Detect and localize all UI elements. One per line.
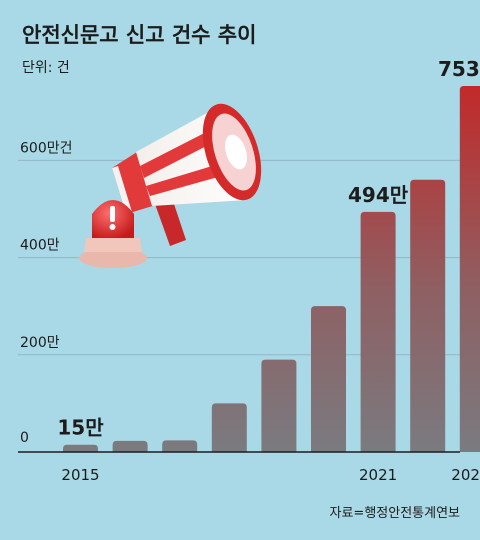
x-axis-ticks: 2015 2021 2023년: [61, 466, 480, 484]
data-label: 15만: [57, 416, 104, 440]
siren-icon: [79, 200, 147, 268]
bar-2018: [211, 403, 247, 452]
y-tick-label: 600만건: [20, 140, 72, 156]
data-labels: 15만 494만 753만건: [57, 57, 480, 440]
bar-2021: [360, 211, 396, 452]
y-tick-label: 200만: [20, 335, 60, 351]
bar-2016: [112, 440, 148, 452]
x-tick-label: 2021: [359, 466, 397, 484]
data-label: 753만건: [438, 57, 480, 81]
y-tick-label: 400만: [20, 238, 60, 254]
unit-label: 단위: 건: [22, 60, 70, 76]
bar-2017: [162, 440, 198, 452]
bar-2020: [311, 306, 346, 452]
x-tick-label: 2023년: [451, 466, 480, 484]
x-tick-label: 2015: [61, 466, 99, 484]
bar-2015: [63, 444, 98, 452]
data-label: 494만: [348, 183, 409, 207]
megaphone-icon: [112, 103, 262, 246]
bar-2022: [410, 179, 446, 452]
bar-2023: [459, 86, 480, 452]
bar-2019: [261, 359, 297, 452]
chart-title: 안전신문고 신고 건수 추이: [22, 23, 256, 47]
bars: [63, 86, 480, 452]
y-axis-ticks: 0 200만 400만 600만건: [20, 140, 72, 446]
source-note: 자료=행정안전통계연보: [330, 505, 461, 521]
y-tick-label: 0: [20, 430, 29, 446]
